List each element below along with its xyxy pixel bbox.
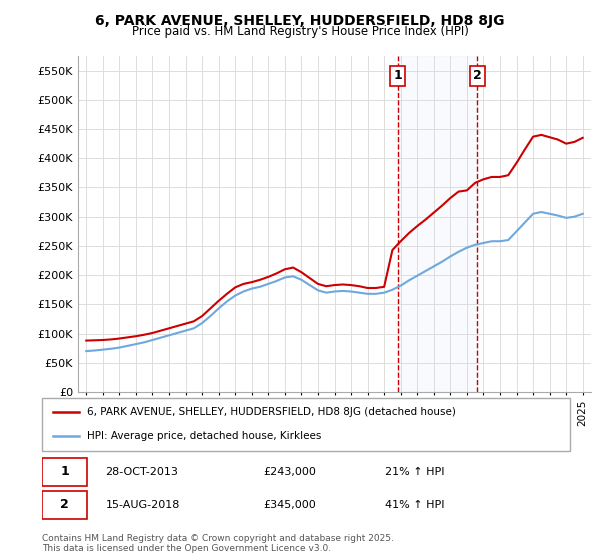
Bar <box>398 56 477 392</box>
Text: 21% ↑ HPI: 21% ↑ HPI <box>385 467 445 477</box>
Text: 41% ↑ HPI: 41% ↑ HPI <box>385 500 445 510</box>
FancyBboxPatch shape <box>42 398 570 451</box>
Text: Price paid vs. HM Land Registry's House Price Index (HPI): Price paid vs. HM Land Registry's House … <box>131 25 469 38</box>
Text: £243,000: £243,000 <box>264 467 317 477</box>
Text: HPI: Average price, detached house, Kirklees: HPI: Average price, detached house, Kirk… <box>87 431 321 441</box>
Text: 28-OCT-2013: 28-OCT-2013 <box>106 467 178 477</box>
Text: 1: 1 <box>394 69 402 82</box>
FancyBboxPatch shape <box>42 491 87 519</box>
Text: 2: 2 <box>61 498 69 511</box>
Text: 1: 1 <box>61 465 69 478</box>
FancyBboxPatch shape <box>42 458 87 486</box>
Text: 15-AUG-2018: 15-AUG-2018 <box>106 500 180 510</box>
Text: 6, PARK AVENUE, SHELLEY, HUDDERSFIELD, HD8 8JG (detached house): 6, PARK AVENUE, SHELLEY, HUDDERSFIELD, H… <box>87 408 456 418</box>
Text: Contains HM Land Registry data © Crown copyright and database right 2025.
This d: Contains HM Land Registry data © Crown c… <box>42 534 394 553</box>
Text: 6, PARK AVENUE, SHELLEY, HUDDERSFIELD, HD8 8JG: 6, PARK AVENUE, SHELLEY, HUDDERSFIELD, H… <box>95 14 505 28</box>
Text: 2: 2 <box>473 69 482 82</box>
Text: £345,000: £345,000 <box>264 500 317 510</box>
